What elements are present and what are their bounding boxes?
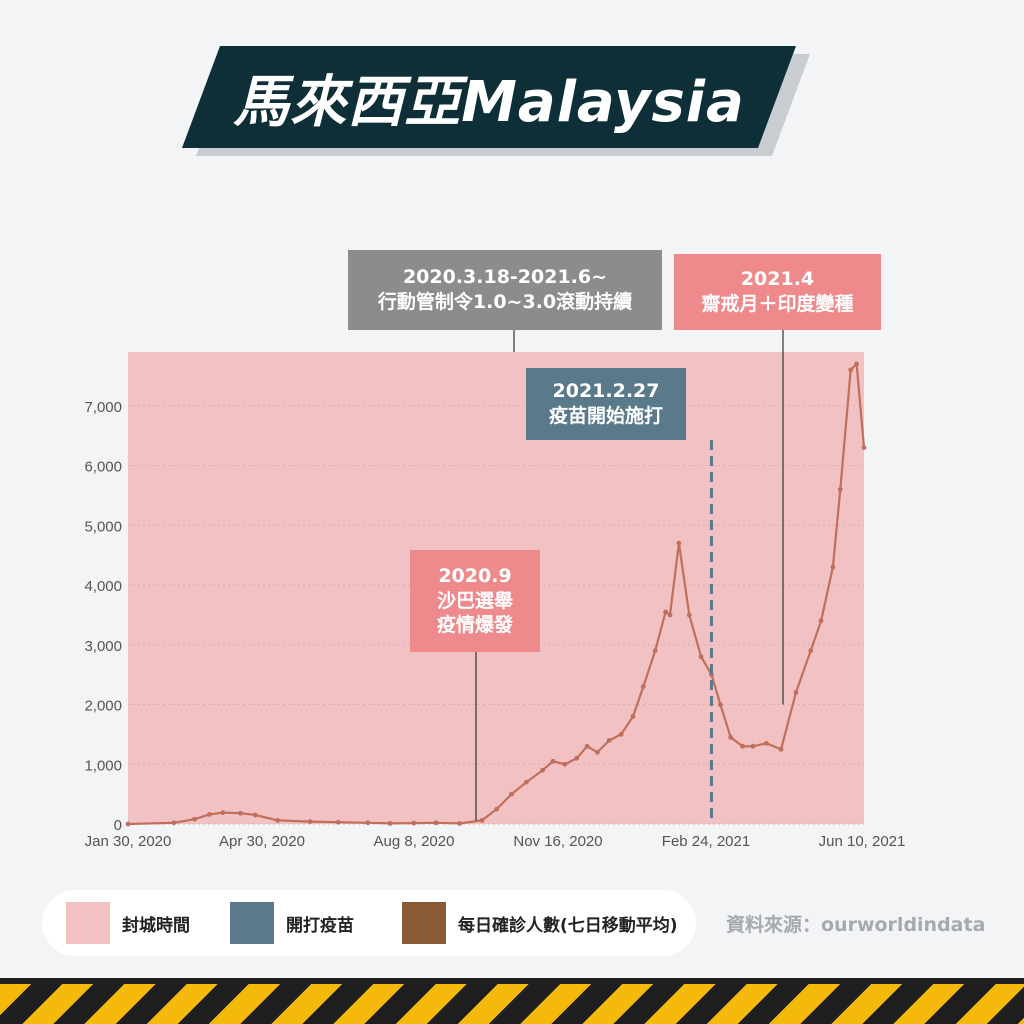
case-point bbox=[848, 367, 854, 373]
case-point bbox=[717, 702, 723, 707]
case-point bbox=[667, 612, 673, 618]
case-point bbox=[793, 690, 799, 695]
case-point bbox=[830, 564, 836, 570]
case-point bbox=[411, 820, 417, 826]
x-tick-label: Nov 16, 2020 bbox=[513, 833, 602, 850]
callout-ramadan-line1: 2021.4 bbox=[740, 268, 815, 291]
x-tick-label: Jun 10, 2021 bbox=[819, 833, 906, 850]
case-point bbox=[220, 810, 226, 816]
case-point bbox=[207, 812, 212, 817]
y-tick-label: 7,000 bbox=[84, 399, 122, 416]
legend-label-lockdown: 封城時間 bbox=[122, 915, 190, 936]
legend: 封城時間 開打疫苗 每日確診人數(七日移動平均) bbox=[42, 890, 696, 956]
legend-swatch-vaccine bbox=[230, 902, 274, 944]
case-point bbox=[125, 821, 131, 827]
hazard-stripe-edge bbox=[0, 978, 1024, 984]
case-point bbox=[509, 791, 514, 797]
case-point bbox=[457, 821, 463, 826]
x-tick-label: Apr 30, 2020 bbox=[219, 833, 305, 850]
case-point bbox=[740, 743, 745, 749]
case-point bbox=[763, 740, 769, 746]
chart: 0 1,000 2,000 3,000 4,000 5,000 6,000 7,000 Jan… bbox=[84, 330, 906, 850]
case-point bbox=[540, 767, 546, 773]
y-tick-label: 1,000 bbox=[84, 757, 122, 774]
y-tick-label: 3,000 bbox=[84, 638, 122, 655]
x-axis-ticks: Jan 30, 2020 Apr 30, 2020 Aug 8, 2020 Nov 1… bbox=[85, 833, 906, 850]
case-point bbox=[698, 654, 704, 660]
case-point bbox=[562, 761, 568, 767]
case-point bbox=[238, 810, 243, 816]
case-point bbox=[606, 737, 612, 743]
y-tick-label: 6,000 bbox=[84, 459, 122, 476]
title-banner bbox=[182, 46, 796, 148]
x-tick-label: Feb 24, 2021 bbox=[662, 833, 750, 850]
case-point bbox=[854, 361, 859, 367]
y-tick-label: 2,000 bbox=[84, 698, 122, 715]
case-point bbox=[171, 820, 177, 826]
cases-line bbox=[127, 361, 866, 826]
case-point bbox=[584, 743, 590, 749]
case-point bbox=[728, 734, 734, 740]
case-point bbox=[574, 755, 580, 761]
case-point bbox=[433, 820, 439, 826]
case-point bbox=[818, 618, 824, 624]
legend-item-vaccine: 開打疫苗 bbox=[230, 902, 354, 944]
legend-item-lockdown: 封城時間 bbox=[66, 902, 190, 944]
legend-label-vaccine: 開打疫苗 bbox=[286, 915, 354, 936]
legend-swatch-cases bbox=[402, 902, 446, 944]
callout-sabah-line1: 2020.9 bbox=[438, 564, 512, 587]
legend-swatch-lockdown bbox=[66, 902, 110, 944]
case-point bbox=[778, 746, 784, 752]
case-point bbox=[676, 540, 682, 546]
case-point bbox=[479, 818, 485, 823]
y-tick-label: 0 bbox=[114, 817, 122, 834]
case-point bbox=[640, 684, 646, 689]
callout-sabah: 2020.9 沙巴選舉 疫情爆發 bbox=[410, 550, 540, 652]
callout-sabah-line3: 疫情爆發 bbox=[436, 614, 513, 637]
y-tick-label: 4,000 bbox=[84, 578, 122, 595]
callout-leaders bbox=[475, 330, 784, 821]
legend-label-cases: 每日確診人數(七日移動平均) bbox=[458, 915, 678, 936]
case-point bbox=[618, 731, 624, 737]
case-point bbox=[750, 743, 756, 749]
case-point bbox=[307, 819, 313, 825]
callout-mco-line1: 2020.3.18-2021.6~ bbox=[402, 266, 608, 289]
callout-vaccine-line1: 2021.2.27 bbox=[552, 380, 660, 403]
cases-points bbox=[125, 361, 867, 827]
hazard-stripe bbox=[0, 984, 1024, 1024]
legend-item-cases: 每日確診人數(七日移動平均) bbox=[402, 902, 678, 944]
source-credit: 資料來源：ourworldindata bbox=[726, 914, 986, 936]
page-title: 馬來西亞Malaysia bbox=[233, 69, 745, 135]
x-tick-label: Aug 8, 2020 bbox=[374, 833, 455, 850]
case-point bbox=[494, 806, 500, 812]
case-point bbox=[837, 487, 843, 492]
callout-vaccine-line2: 疫苗開始施打 bbox=[548, 405, 663, 427]
case-point bbox=[686, 612, 692, 618]
case-point bbox=[861, 445, 867, 450]
case-point bbox=[523, 779, 529, 785]
case-point bbox=[550, 758, 556, 764]
case-point bbox=[335, 819, 341, 825]
callout-ramadan-line2: 齋戒月＋印度變種 bbox=[701, 293, 854, 315]
case-point bbox=[808, 648, 814, 654]
case-point bbox=[365, 820, 371, 826]
case-point bbox=[275, 818, 280, 823]
case-point bbox=[252, 812, 258, 818]
callout-mco-line2: 行動管制令1.0~3.0滾動持續 bbox=[377, 291, 633, 313]
case-point bbox=[652, 648, 658, 654]
case-point bbox=[630, 714, 636, 719]
case-point bbox=[192, 816, 198, 822]
callout-ramadan: 2021.4 齋戒月＋印度變種 bbox=[674, 254, 881, 330]
callout-vaccine: 2021.2.27 疫苗開始施打 bbox=[526, 368, 686, 440]
callout-sabah-line2: 沙巴選舉 bbox=[436, 589, 513, 612]
y-tick-label: 5,000 bbox=[84, 518, 122, 535]
case-point bbox=[595, 749, 600, 755]
x-tick-label: Jan 30, 2020 bbox=[85, 833, 172, 850]
y-axis-ticks: 0 1,000 2,000 3,000 4,000 5,000 6,000 7,000 bbox=[84, 399, 122, 834]
case-point bbox=[387, 821, 393, 826]
case-point bbox=[663, 609, 668, 615]
callout-mco: 2020.3.18-2021.6~ 行動管制令1.0~3.0滾動持續 bbox=[348, 250, 662, 330]
